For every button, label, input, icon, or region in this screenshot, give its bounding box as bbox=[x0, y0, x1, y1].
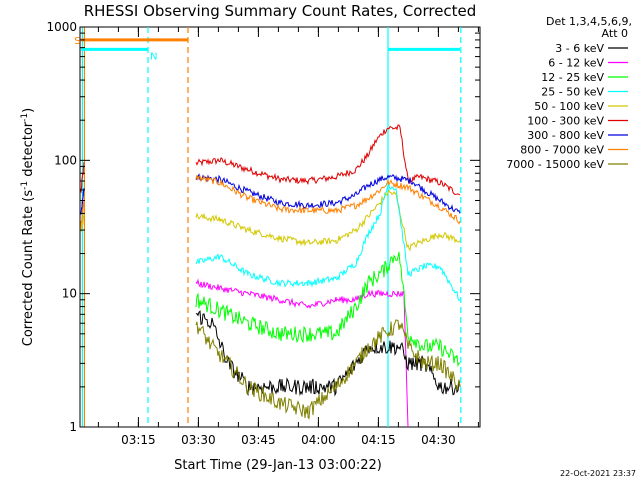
vertical-lines bbox=[81, 27, 462, 427]
legend-entry-label: 50 - 100 keV bbox=[534, 100, 604, 113]
series-line bbox=[80, 200, 85, 229]
x-tick-label: 04:30 bbox=[421, 433, 456, 447]
legend-entry-label: 25 - 50 keV bbox=[541, 86, 604, 99]
legend-entry-label: 300 - 800 keV bbox=[527, 129, 604, 142]
footer-date: 22-Oct-2021 23:37 bbox=[560, 469, 636, 478]
legend-entry-label: 800 - 7000 keV bbox=[520, 144, 604, 157]
x-axis-label: Start Time (29-Jan-13 03:00:22) bbox=[174, 458, 382, 473]
series-line bbox=[195, 173, 461, 214]
legend-header-attenuator: Att 0 bbox=[602, 27, 628, 40]
y-label-mid: detector bbox=[21, 121, 36, 181]
series-line bbox=[195, 278, 409, 428]
y-tick-label: 100 bbox=[54, 153, 77, 167]
series-line bbox=[195, 124, 461, 196]
series-line bbox=[195, 251, 461, 368]
y-label-main: Corrected Count Rate (s bbox=[21, 190, 36, 347]
series-line bbox=[195, 319, 461, 420]
series-line bbox=[195, 184, 461, 302]
legend-entry-label: 12 - 25 keV bbox=[541, 71, 604, 84]
data-series bbox=[80, 124, 461, 428]
plot-frame bbox=[79, 26, 481, 428]
series-line bbox=[195, 310, 461, 397]
x-tick-label: 03:45 bbox=[241, 433, 276, 447]
y-tick-label: 1000 bbox=[46, 20, 77, 34]
chart-title: RHESSI Observing Summary Count Rates, Co… bbox=[84, 2, 477, 20]
x-tick-label: 03:15 bbox=[121, 433, 156, 447]
series-line bbox=[80, 162, 85, 193]
plot-area: SN bbox=[74, 26, 481, 428]
legend-entry-label: 6 - 12 keV bbox=[548, 57, 604, 70]
x-tick-label: 04:15 bbox=[361, 433, 396, 447]
y-label-exp1: -1 bbox=[20, 181, 30, 190]
legend: Det 1,3,4,5,6,9, Att 0 3 - 6 keV 6 - 12 k… bbox=[506, 15, 632, 171]
legend-entry-label: 3 - 6 keV bbox=[555, 42, 604, 55]
y-label-exp2: -1 bbox=[20, 113, 30, 122]
series-line bbox=[80, 187, 85, 215]
x-tick-label: 03:30 bbox=[181, 433, 216, 447]
series-line bbox=[195, 174, 461, 225]
legend-entry-label: 7000 - 15000 keV bbox=[506, 158, 604, 171]
y-axis-ticks: 1 10 100 1000 bbox=[46, 20, 480, 434]
marker-label: S bbox=[74, 36, 80, 47]
attenuator-markers: SN bbox=[74, 36, 460, 62]
y-label-end: ) bbox=[21, 108, 36, 113]
x-tick-label: 04:00 bbox=[301, 433, 336, 447]
legend-entry-label: 100 - 300 keV bbox=[527, 115, 604, 128]
y-axis-label: Corrected Count Rate (s-1 detector-1) bbox=[20, 108, 36, 346]
legend-header-detectors: Det 1,3,4,5,6,9, bbox=[546, 15, 632, 28]
y-tick-label: 10 bbox=[62, 287, 77, 301]
marker-label: N bbox=[150, 51, 157, 62]
x-axis-ticks: 03:15 03:30 03:45 04:00 04:15 04:30 bbox=[97, 27, 479, 447]
y-tick-label: 1 bbox=[69, 420, 77, 434]
series-line bbox=[195, 189, 461, 252]
